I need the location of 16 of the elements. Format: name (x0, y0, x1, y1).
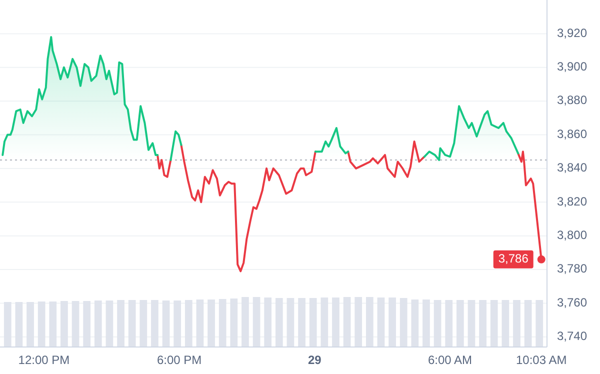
y-tick-label: 3,760 (557, 295, 588, 310)
x-tick-label: 12:00 PM (18, 353, 70, 368)
x-tick-label: 6:00 PM (156, 353, 202, 368)
y-tick-label: 3,860 (557, 126, 588, 141)
y-tick-label: 3,820 (557, 194, 588, 208)
x-tick-label: 29 (308, 353, 322, 368)
annotation: 3,786 (498, 252, 529, 266)
y-tick-label: 3,900 (557, 60, 588, 74)
y-tick-label: 3,840 (557, 160, 588, 175)
y-tick-label: 3,800 (557, 228, 588, 242)
y-tick-label: 3,920 (557, 26, 588, 40)
x-tick-label: 10:03 AM (516, 353, 567, 368)
y-tick-label: 3,740 (557, 329, 588, 344)
y-tick-label: 3,880 (557, 93, 588, 108)
x-tick-label: 6:00 AM (428, 353, 472, 368)
y-tick-label: 3,780 (557, 262, 588, 276)
